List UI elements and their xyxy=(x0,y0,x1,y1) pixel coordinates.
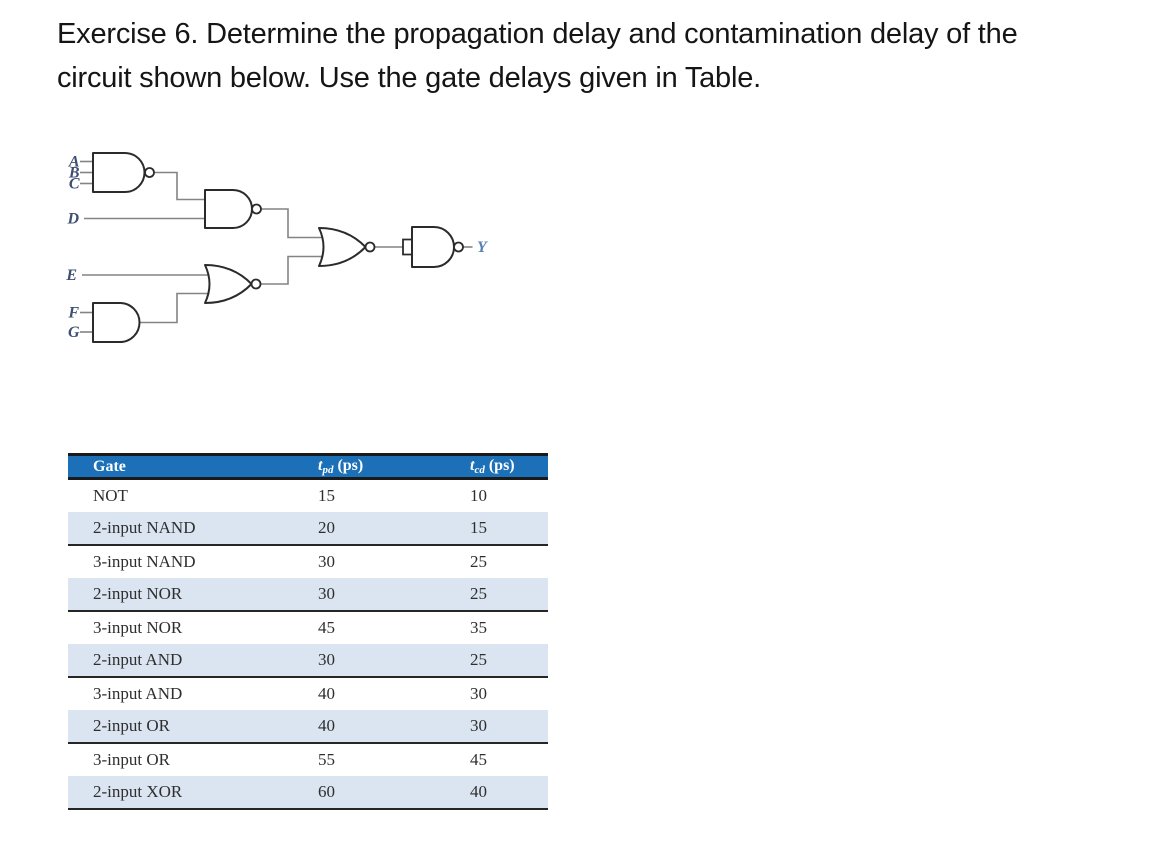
nor2-lower-bubble xyxy=(250,278,262,290)
table-row: 2-input NOR 30 25 xyxy=(68,577,548,611)
cell-tpd: 30 xyxy=(318,649,335,669)
nor2-output-gate xyxy=(318,227,376,267)
nand-inverter-gate xyxy=(402,226,464,268)
cell-gate: 2-input AND xyxy=(93,649,183,669)
wire-nor1-to-nor2 xyxy=(260,255,325,285)
and2-gate xyxy=(92,302,141,343)
tcd-unit: (ps) xyxy=(484,457,515,474)
tpd-symbol: t xyxy=(318,457,323,474)
cell-tpd: 40 xyxy=(318,683,335,703)
nand3-gate xyxy=(92,152,155,193)
circuit-wires xyxy=(80,160,473,333)
input-label-b: B xyxy=(68,165,80,182)
title-line-1: Exercise 6. Determine the propagation de… xyxy=(57,18,1018,50)
cell-gate: 2-input NAND xyxy=(93,517,196,537)
nor2-lower-gate xyxy=(204,264,262,304)
cell-gate: 2-input NOR xyxy=(93,583,183,603)
input-label-a: A xyxy=(68,154,80,171)
input-label-f: F xyxy=(67,305,79,322)
cell-tpd: 60 xyxy=(318,781,335,801)
input-label-d: D xyxy=(66,211,79,228)
and2-body xyxy=(92,302,141,343)
nand2-gate xyxy=(204,189,262,229)
cell-gate: 2-input OR xyxy=(93,715,170,735)
cell-tcd: 30 xyxy=(470,715,487,735)
col-header-tcd: tcd (ps) xyxy=(470,453,548,480)
cell-tpd: 30 xyxy=(318,583,335,603)
nor2-output-body xyxy=(318,227,367,267)
table-row: 2-input OR 40 30 xyxy=(68,709,548,743)
wire-nand3-to-nand2 xyxy=(153,171,205,201)
title-line-2: circuit shown below. Use the gate delays… xyxy=(57,62,762,94)
tpd-subscript: pd xyxy=(322,464,334,476)
input-label-c: C xyxy=(69,176,80,193)
cell-tpd: 15 xyxy=(318,485,335,505)
cell-tpd: 20 xyxy=(318,517,335,537)
nand-inverter-bubble xyxy=(453,241,464,253)
col-header-tpd: tpd (ps) xyxy=(318,453,470,480)
cell-tcd: 45 xyxy=(470,749,487,769)
cell-tcd: 15 xyxy=(470,517,487,537)
table-row: 2-input XOR 60 40 xyxy=(68,775,548,809)
cell-tcd: 25 xyxy=(470,551,487,571)
cell-tpd: 40 xyxy=(318,715,335,735)
table-row: NOT 15 10 xyxy=(68,478,548,512)
cell-tcd: 10 xyxy=(470,485,487,505)
cell-tpd: 55 xyxy=(318,749,335,769)
table-row: 3-input NOR 45 35 xyxy=(68,610,548,644)
table-row: 3-input NAND 30 25 xyxy=(68,544,548,578)
nor2-output-bubble xyxy=(364,241,376,253)
nor2-lower-body xyxy=(204,264,253,304)
gate-delay-table: Gate tpd (ps) tcd (ps) NOT 15 10 2-input… xyxy=(68,453,548,810)
table-row: 3-input AND 40 30 xyxy=(68,676,548,710)
signal-labels: A B C D E F G Y xyxy=(65,154,488,342)
cell-gate: 2-input XOR xyxy=(93,781,183,801)
cell-gate: 3-input OR xyxy=(93,749,170,769)
nand2-body xyxy=(204,189,253,229)
cell-tpd: 30 xyxy=(318,551,335,571)
cell-gate: 3-input AND xyxy=(93,683,183,703)
nand3-body xyxy=(92,152,146,193)
nand2-bubble xyxy=(251,203,262,215)
cell-tpd: 45 xyxy=(318,617,335,637)
nand-inverter-body xyxy=(411,226,455,268)
wire-and-to-nor1 xyxy=(139,292,213,324)
tcd-subscript: cd xyxy=(474,464,485,476)
tcd-symbol: t xyxy=(470,457,475,474)
logic-circuit-diagram: A B C D E F G Y xyxy=(65,152,488,343)
table-row: 3-input OR 55 45 xyxy=(68,742,548,776)
cell-gate: 3-input NAND xyxy=(93,551,196,571)
cell-gate: NOT xyxy=(93,485,128,505)
nand3-bubble xyxy=(144,167,155,178)
tpd-unit: (ps) xyxy=(333,457,364,474)
table-header-row: Gate tpd (ps) tcd (ps) xyxy=(68,453,548,480)
input-label-e: E xyxy=(65,267,77,284)
exercise-title: Exercise 6. Determine the propagation de… xyxy=(57,12,1018,100)
input-label-g: G xyxy=(68,324,80,341)
col-header-gate: Gate xyxy=(68,453,318,480)
cell-gate: 3-input NOR xyxy=(93,617,183,637)
wire-nand2-to-nor2 xyxy=(261,208,325,239)
table-row: 2-input NAND 20 15 xyxy=(68,511,548,545)
table-row: 2-input AND 30 25 xyxy=(68,643,548,677)
cell-tcd: 25 xyxy=(470,583,487,603)
cell-tcd: 35 xyxy=(470,617,487,637)
cell-tcd: 30 xyxy=(470,683,487,703)
tied-input-notch xyxy=(402,238,412,256)
cell-tcd: 25 xyxy=(470,649,487,669)
output-label-y: Y xyxy=(477,239,488,256)
cell-tcd: 40 xyxy=(470,781,487,801)
